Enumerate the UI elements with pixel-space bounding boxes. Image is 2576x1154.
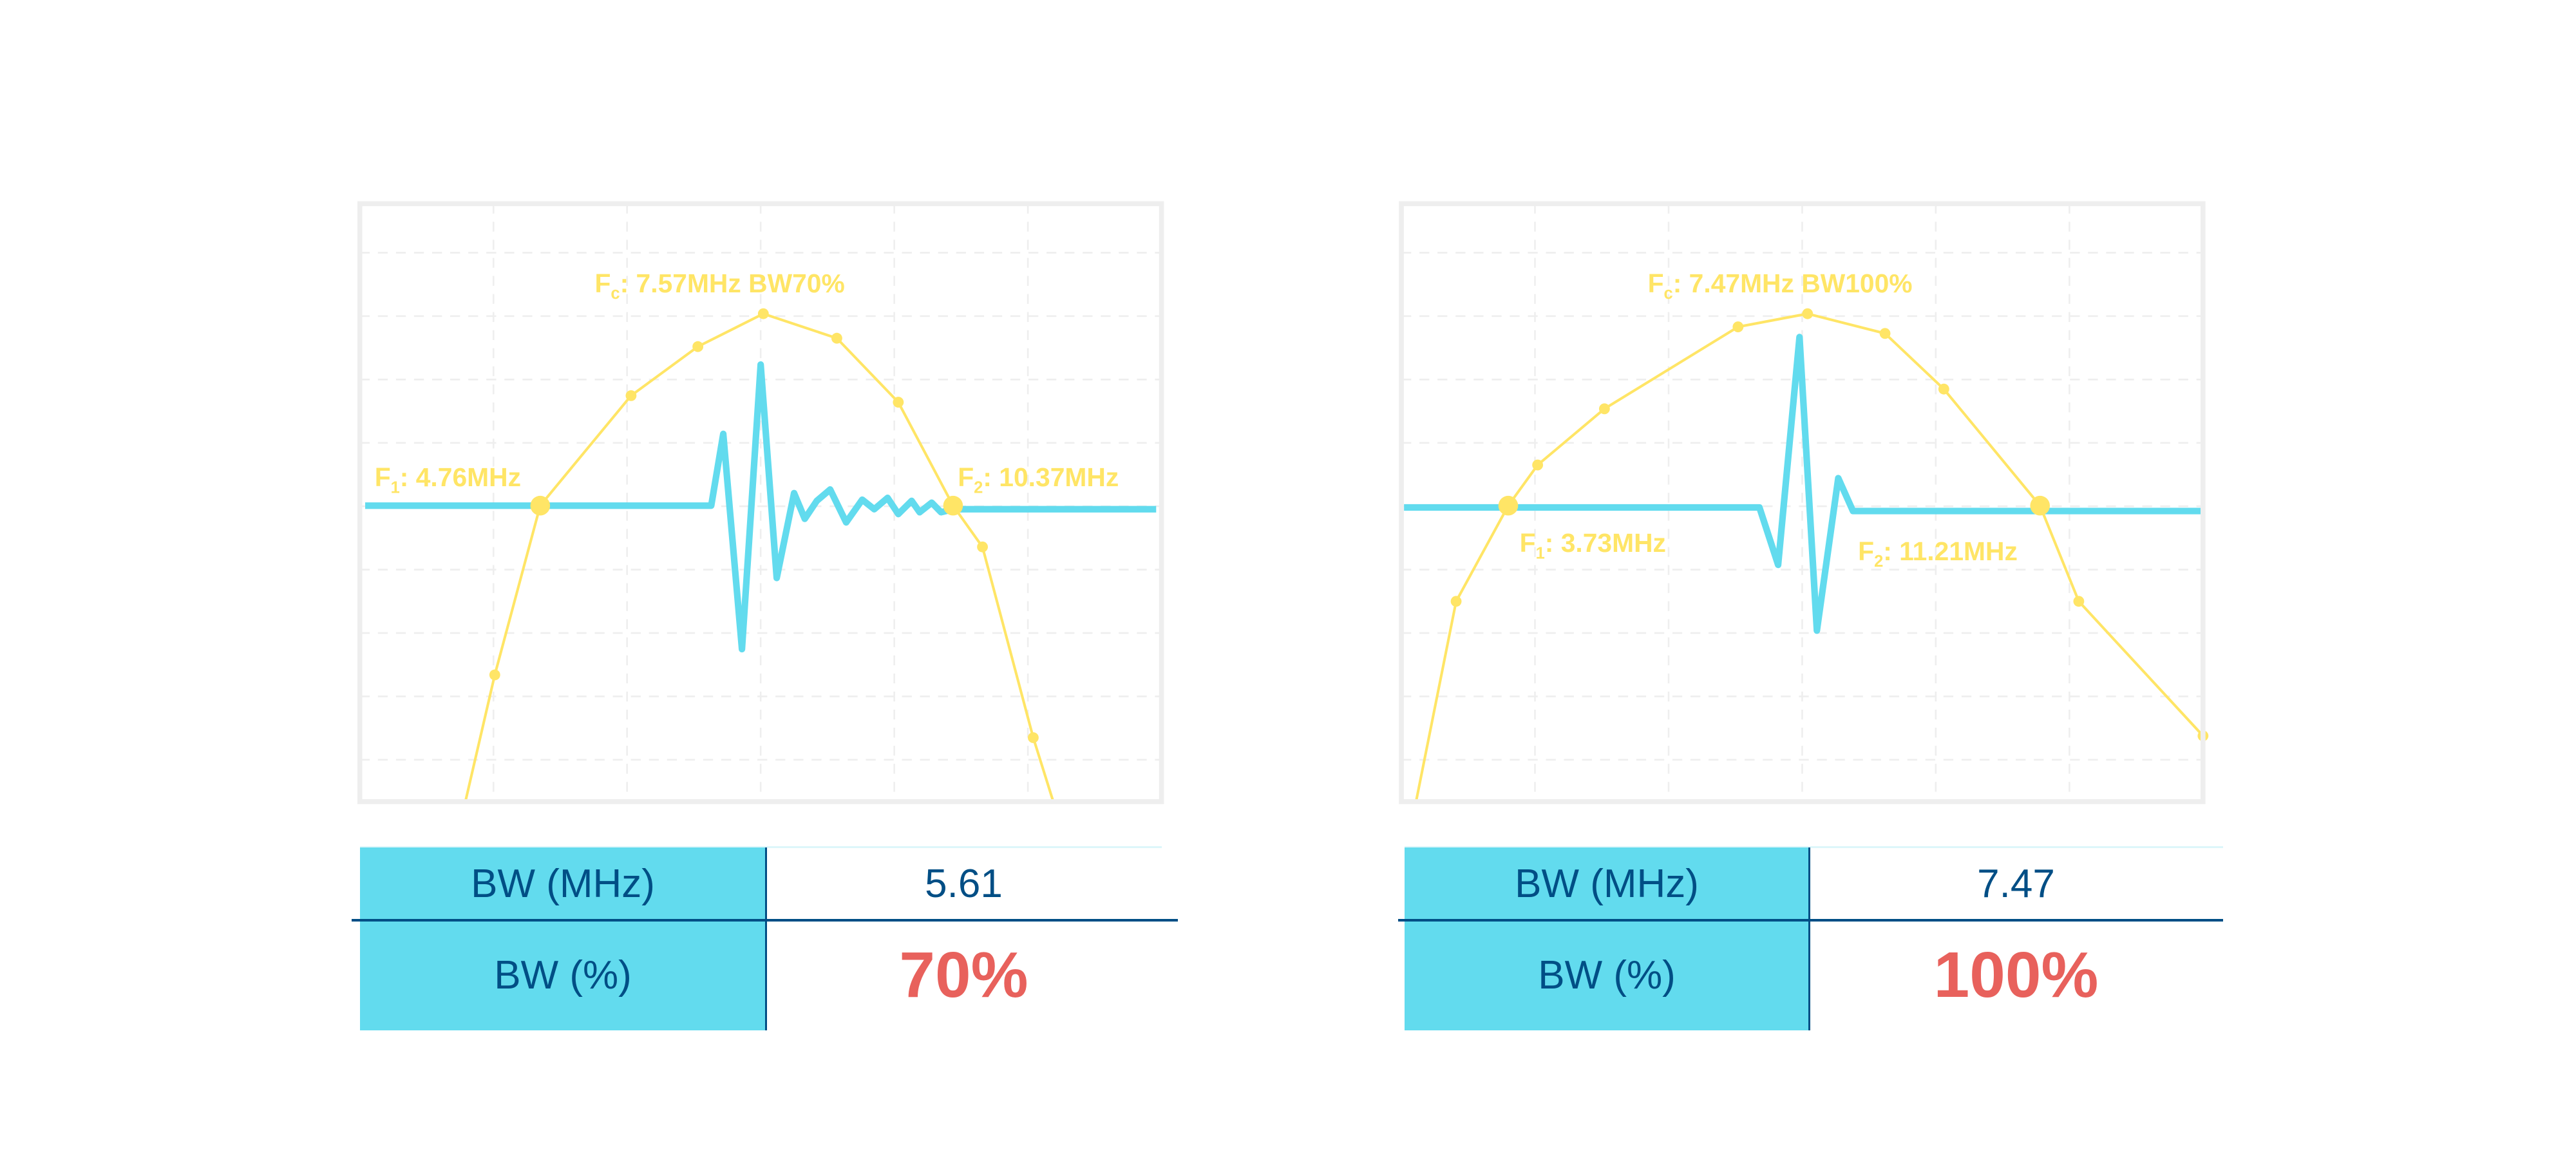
table-divider-vertical bbox=[765, 847, 767, 1030]
fc-label: Fc: 7.47MHz BW100% bbox=[1648, 269, 1913, 303]
bw-percent-value: 70% bbox=[899, 939, 1028, 1011]
cutoff-point bbox=[530, 495, 551, 516]
f2-label: F2: 10.37MHz bbox=[958, 462, 1119, 497]
fc-label: Fc: 7.57MHz BW70% bbox=[595, 269, 845, 303]
response-point bbox=[977, 541, 988, 553]
bw-mhz-label: BW (MHz) bbox=[1405, 847, 1809, 920]
response-point bbox=[625, 390, 637, 401]
cutoff-point bbox=[2030, 495, 2050, 516]
response-point bbox=[1532, 459, 1544, 471]
response-point bbox=[2073, 596, 2085, 607]
cutoff-point bbox=[943, 495, 963, 516]
chart-bw70: Fc: 7.57MHz BW70% F1: 4.76MHz F2: 10.37M… bbox=[357, 201, 1164, 804]
response-point bbox=[1450, 596, 1462, 607]
plot-frame bbox=[1399, 201, 2206, 804]
bw-mhz-value: 5.61 bbox=[925, 862, 1003, 906]
table-top-line bbox=[360, 846, 1162, 848]
f1-label: F1: 4.76MHz bbox=[375, 462, 521, 497]
pulse-waveform-line bbox=[365, 361, 1157, 653]
bw-percent-label: BW (%) bbox=[1405, 920, 1809, 1030]
response-point bbox=[692, 341, 704, 352]
table-divider-horizontal bbox=[1398, 919, 2223, 922]
table-top-line bbox=[1405, 846, 2223, 848]
chart-bw100: Fc: 7.47MHz BW100% F1: 3.73MHz F2: 11.21… bbox=[1399, 201, 2209, 804]
table-divider-vertical bbox=[1808, 847, 1810, 1030]
bw-percent-value: 100% bbox=[1933, 939, 2099, 1011]
pulse-waveform-line bbox=[1404, 334, 2202, 634]
table-divider-horizontal bbox=[352, 919, 1178, 922]
marks bbox=[365, 308, 1157, 802]
response-point bbox=[1938, 383, 1949, 395]
response-point bbox=[1802, 308, 1814, 319]
bw-mhz-label: BW (MHz) bbox=[360, 847, 766, 920]
plot-frame bbox=[357, 201, 1164, 804]
response-point bbox=[757, 308, 769, 319]
response-point bbox=[893, 397, 904, 408]
response-point bbox=[1732, 321, 1744, 333]
response-point bbox=[1027, 732, 1039, 743]
response-point bbox=[831, 332, 842, 344]
bw-percent-label: BW (%) bbox=[360, 920, 766, 1030]
frequency-response-line bbox=[464, 312, 1055, 802]
response-point bbox=[1879, 328, 1891, 339]
response-point bbox=[1598, 403, 1610, 415]
f2-label: F2: 11.21MHz bbox=[1858, 536, 2018, 571]
frequency-response-line bbox=[1414, 312, 2204, 802]
bw-mhz-value: 7.47 bbox=[1977, 862, 2055, 906]
f1-label: F1: 3.73MHz bbox=[1520, 528, 1666, 562]
cutoff-point bbox=[1498, 495, 1519, 516]
response-point bbox=[489, 669, 500, 681]
marks bbox=[1404, 308, 2209, 802]
